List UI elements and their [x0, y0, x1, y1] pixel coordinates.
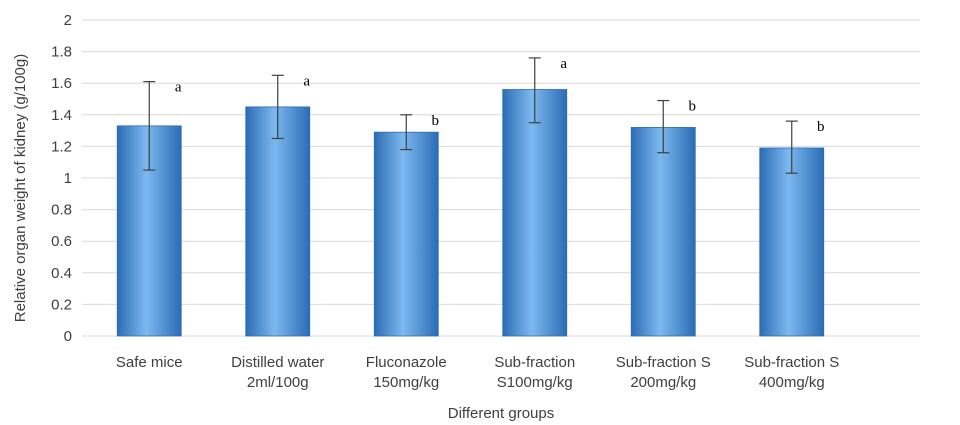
bar [502, 89, 568, 337]
bars [116, 89, 825, 337]
error-bar [657, 99, 670, 154]
significance-label: a [560, 56, 567, 72]
error-bar [271, 74, 284, 140]
y-tick-label: 0 [64, 328, 72, 345]
error-bar [400, 114, 413, 151]
error-bar [528, 57, 541, 124]
x-tick-label: Distilled water 2ml/100g [231, 354, 324, 391]
significance-label: a [175, 80, 182, 96]
x-axis-title: Different groups [448, 405, 554, 422]
bar [373, 131, 439, 337]
error-bar [785, 120, 798, 174]
error-bar [143, 81, 156, 171]
y-tick-label: 0.4 [51, 265, 72, 282]
significance-labels: a a b a b b [175, 56, 825, 135]
x-tick-label: Sub-fraction S 400mg/kg [744, 354, 839, 391]
y-tick-label: 1.8 [51, 44, 72, 61]
y-axis-ticks: 0 0.2 0.4 0.6 0.8 1 1.2 1.4 1.6 1.8 2 [51, 12, 72, 345]
y-tick-label: 1 [64, 170, 72, 187]
bar [630, 127, 696, 337]
y-tick-label: 0.8 [51, 202, 72, 219]
x-tick-label: Safe mice [116, 354, 183, 371]
y-tick-label: 1.6 [51, 75, 72, 92]
x-axis-categories: Safe mice Distilled water 2ml/100g Fluconaz… [116, 354, 839, 391]
y-tick-label: 1.2 [51, 138, 72, 155]
significance-label: a [303, 73, 310, 89]
bar [759, 147, 825, 337]
significance-label: b [689, 99, 697, 115]
x-tick-label: Sub-fraction S 200mg/kg [616, 354, 711, 391]
bar [245, 106, 311, 337]
error-bars [143, 57, 798, 174]
x-tick-label: Sub-fraction S100mg/kg [494, 354, 575, 391]
y-tick-label: 0.6 [51, 233, 72, 250]
y-tick-label: 0.2 [51, 296, 72, 313]
y-axis-title: Relative organ weight of kidney (g/100g) [12, 54, 29, 323]
y-tick-label: 1.4 [51, 107, 72, 124]
significance-label: b [432, 113, 440, 129]
y-tick-label: 2 [64, 12, 72, 29]
significance-label: b [817, 119, 825, 135]
gridlines [82, 19, 920, 337]
x-tick-label: Fluconazole 150mg/kg [366, 354, 447, 391]
